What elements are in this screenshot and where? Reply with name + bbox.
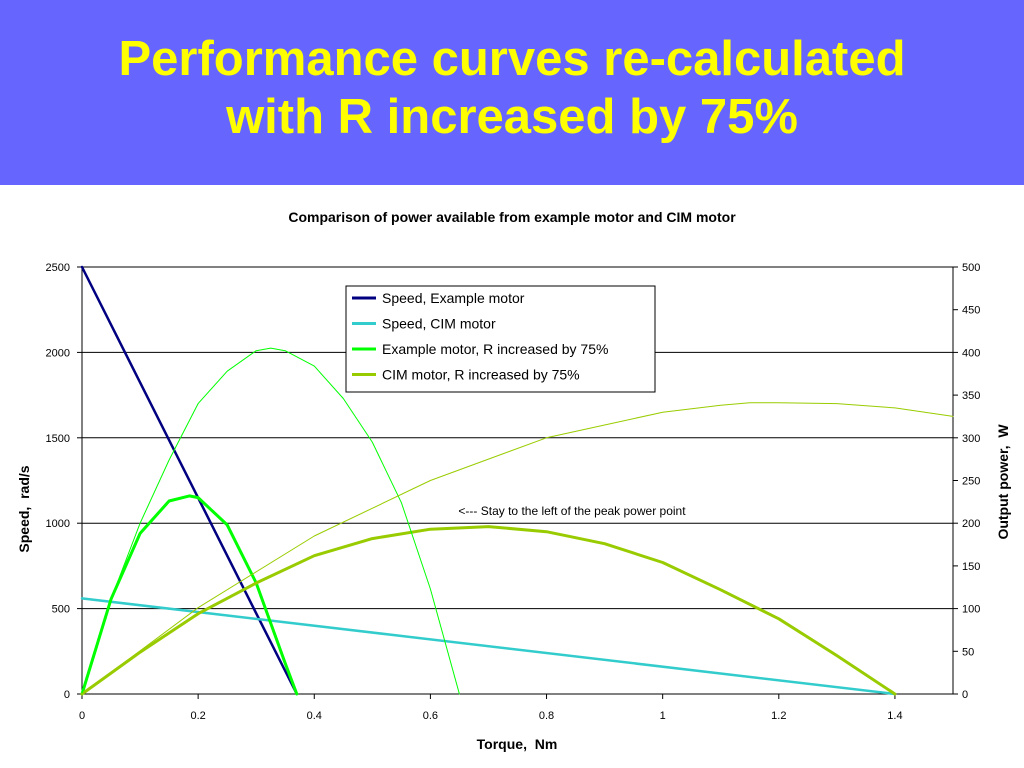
y2-tick-label: 200 <box>962 518 980 530</box>
series-line-1 <box>80 265 299 696</box>
x-tick-label: 0.8 <box>539 710 554 722</box>
performance-chart: Comparison of power available from examp… <box>16 209 1011 752</box>
y-tick-label: 2000 <box>46 347 70 359</box>
y-tick-label: 500 <box>52 604 70 616</box>
slide-title-line1: Performance curves re-calculated <box>118 32 906 86</box>
x-tick-label: 1 <box>660 710 666 722</box>
y-axis-label: Speed, rad/s <box>16 465 32 552</box>
y2-tick-label: 350 <box>962 390 980 402</box>
legend-label: Speed, CIM motor <box>382 316 496 332</box>
x-tick-label: 1.4 <box>887 710 902 722</box>
x-tick-label: 0.4 <box>307 710 322 722</box>
series-lines <box>80 265 954 696</box>
y-tick-label: 2500 <box>46 262 70 274</box>
slide-title: Performance curves re-calculated with R … <box>0 30 1024 146</box>
y2-tick-label: 500 <box>962 262 980 274</box>
y2-tick-label: 400 <box>962 347 980 359</box>
y2-tick-label: 450 <box>962 305 980 317</box>
x-tick-label: 1.2 <box>771 710 786 722</box>
legend-label: Speed, Example motor <box>382 290 525 306</box>
legend: Speed, Example motor Speed, CIM motor Exam… <box>345 285 656 393</box>
series-line-4 <box>80 525 897 696</box>
series-line-5 <box>81 347 460 695</box>
legend-box <box>345 285 656 393</box>
y2-tick-label: 300 <box>962 433 980 445</box>
slide-title-line2: with R increased by 75% <box>226 90 798 144</box>
axes: 0 0.2 0.4 0.6 0.8 1 1.2 1.405001000150020002500… <box>46 262 981 722</box>
y2-tick-label: 250 <box>962 476 980 488</box>
series-line-3 <box>80 494 299 696</box>
x-tick-label: 0 <box>79 710 85 722</box>
peak-power-annotation: <--- Stay to the left of the peak power … <box>458 504 686 518</box>
y-tick-label: 1000 <box>46 518 70 530</box>
y-tick-label: 0 <box>64 689 70 701</box>
y2-tick-label: 100 <box>962 604 980 616</box>
x-axis-label: Torque, Nm <box>477 736 558 752</box>
y2-tick-label: 150 <box>962 561 980 573</box>
y-tick-label: 1500 <box>46 433 70 445</box>
series-line-6 <box>81 402 954 695</box>
x-tick-label: 0.6 <box>423 710 438 722</box>
title-banner <box>0 0 1024 185</box>
legend-label: Example motor, R increased by 75% <box>382 341 608 357</box>
series-line-2 <box>80 597 897 696</box>
x-tick-label: 0.2 <box>190 710 205 722</box>
y2-axis-label: Output power, W <box>995 424 1011 540</box>
legend-label: CIM motor, R increased by 75% <box>382 367 580 383</box>
chart-title: Comparison of power available from examp… <box>288 209 736 225</box>
y2-tick-label: 0 <box>962 689 968 701</box>
y2-tick-label: 50 <box>962 646 974 658</box>
